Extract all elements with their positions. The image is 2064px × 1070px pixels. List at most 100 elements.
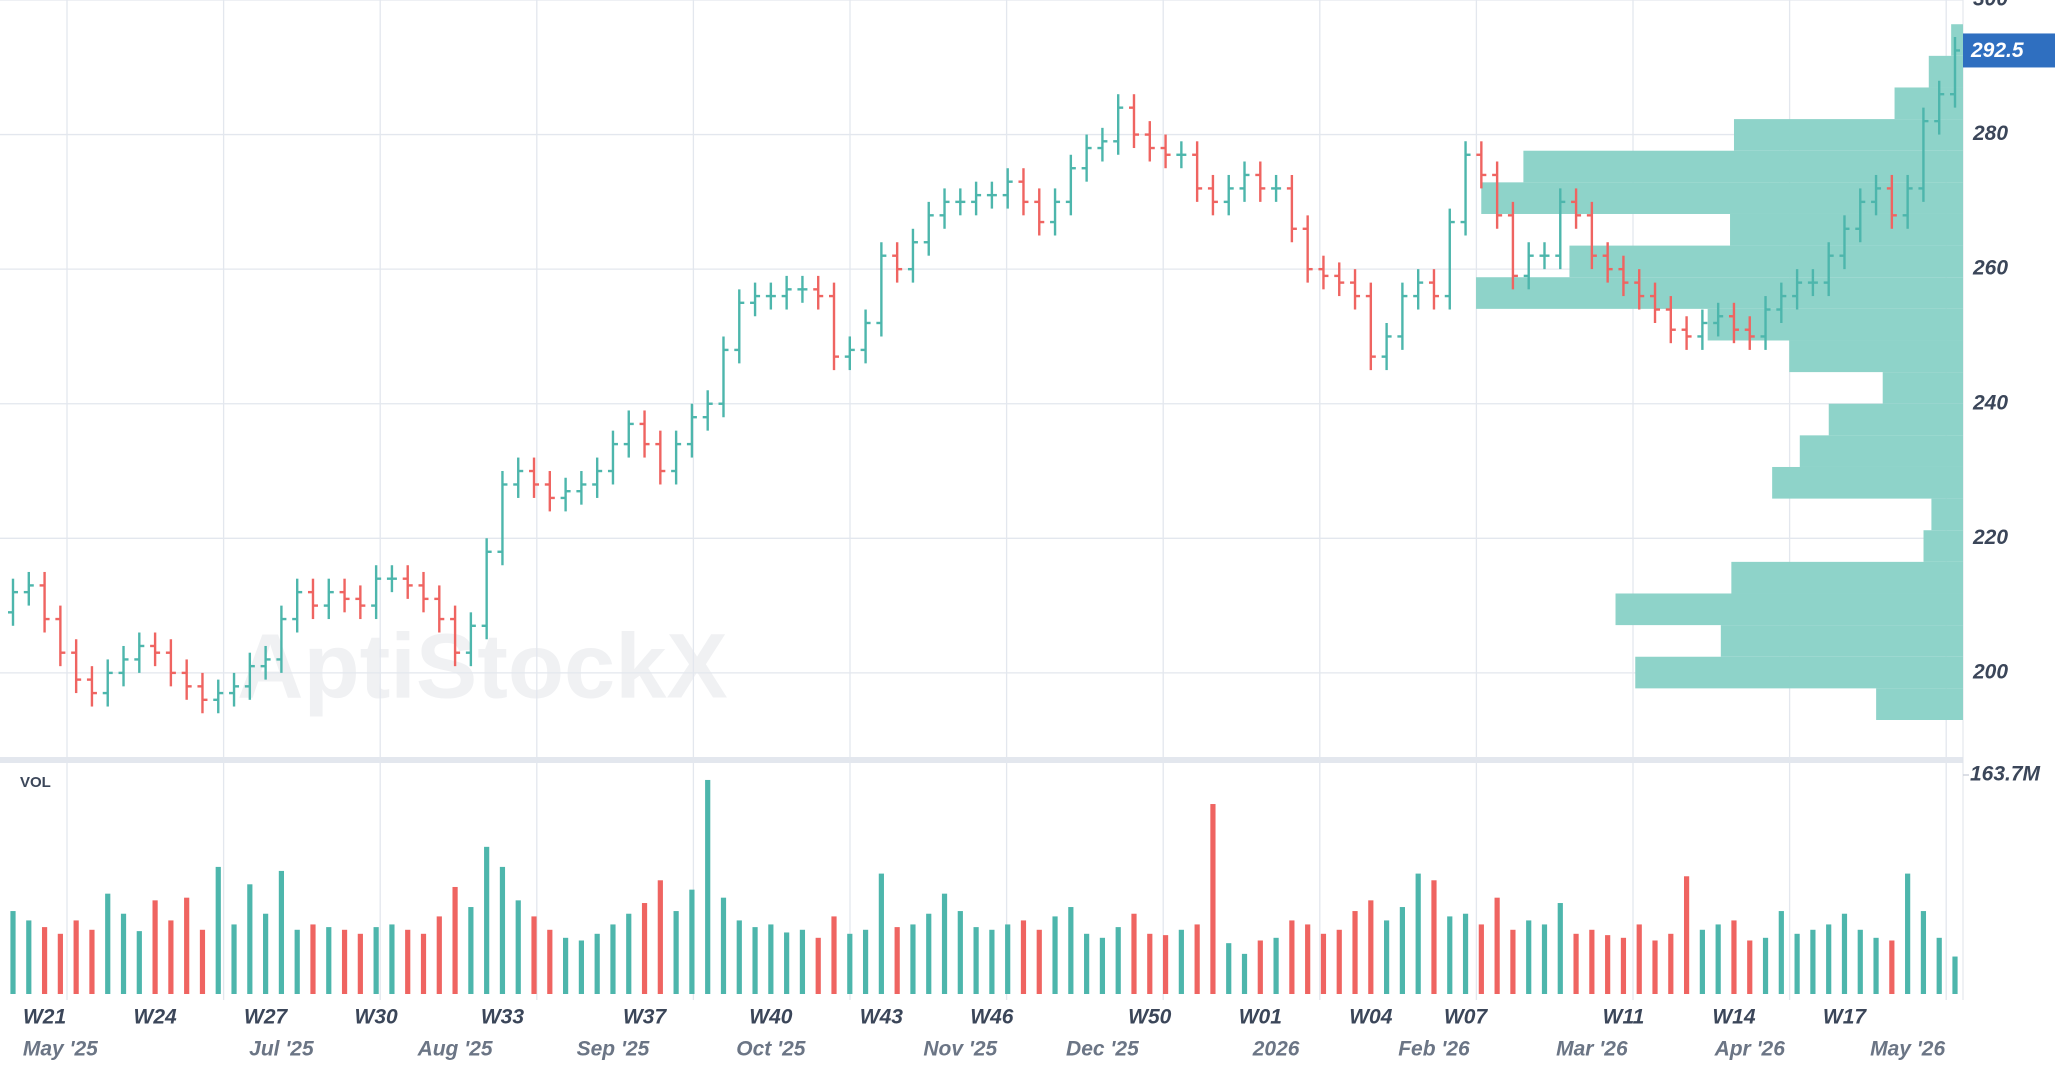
volume-bar: [1273, 937, 1279, 994]
volume-profile-bar: [1772, 466, 1963, 499]
volume-bar: [1099, 937, 1106, 994]
volume-bar: [1068, 907, 1074, 994]
volume-profile-bar: [1476, 277, 1963, 309]
volume-profile-bar: [1828, 403, 1963, 436]
volume-bar: [1352, 911, 1358, 994]
volume-bar: [1399, 907, 1405, 994]
volume-bar: [136, 931, 142, 994]
volume-bar: [1620, 937, 1627, 994]
volume-bar: [784, 932, 790, 994]
volume-bar: [1778, 911, 1784, 994]
volume-bar: [373, 927, 379, 994]
volume-bar: [1683, 876, 1690, 994]
month-label: Oct '25: [736, 1038, 806, 1061]
volume-profile-bar: [1569, 245, 1963, 278]
volume-bar: [420, 933, 427, 994]
volume-bar: [1084, 933, 1090, 994]
volume-bar: [768, 924, 774, 994]
volume-bar: [105, 893, 111, 994]
volume-bar: [1557, 903, 1563, 994]
volume-bar: [1415, 873, 1421, 994]
volume-bar: [357, 933, 363, 994]
volume-bar: [878, 873, 884, 994]
volume-bar: [89, 929, 95, 994]
month-label: Aug '25: [417, 1038, 493, 1061]
volume-bar: [515, 900, 521, 994]
volume-bar: [973, 927, 979, 994]
volume-profile-bar: [1731, 561, 1963, 594]
volume-bar: [1715, 924, 1721, 994]
month-label: May '26: [1870, 1038, 1945, 1061]
volume-bar: [1178, 929, 1184, 994]
volume-bar: [1762, 937, 1769, 994]
volume-bar: [1652, 940, 1658, 994]
volume-bar: [847, 933, 853, 994]
volume-profile-bar: [1523, 150, 1963, 183]
volume-bar: [1194, 924, 1200, 994]
volume-bar: [1526, 920, 1532, 994]
volume-bar: [862, 929, 869, 994]
volume-bar: [1447, 916, 1453, 994]
volume-bar: [989, 929, 995, 994]
volume-profile-bar: [1931, 498, 1963, 531]
volume-profile-bar: [1615, 593, 1963, 626]
volume-bar: [705, 779, 711, 994]
volume-bar: [1747, 940, 1753, 994]
volume-profile-bar: [1923, 530, 1963, 562]
x-tick-label: W21: [23, 1006, 66, 1029]
volume-bar: [926, 913, 932, 994]
last-price-label: 292.5: [1970, 39, 2024, 62]
volume-bar: [152, 900, 158, 994]
volume-bar: [278, 870, 285, 994]
volume-bar: [41, 927, 48, 994]
volume-bar: [594, 933, 600, 994]
volume-bar: [247, 884, 253, 994]
volume-bar: [326, 927, 332, 994]
x-tick-label: W30: [355, 1006, 399, 1029]
x-tick-label: W17: [1823, 1006, 1868, 1029]
volume-bar: [815, 937, 821, 994]
y-tick-label: 220: [1972, 526, 2008, 549]
volume-bar: [752, 927, 758, 994]
volume-bar: [499, 866, 506, 994]
volume-bar: [1826, 924, 1832, 994]
x-tick-label: W33: [481, 1006, 525, 1029]
volume-bar: [657, 880, 663, 994]
month-label: Sep '25: [577, 1038, 650, 1061]
volume-bar: [1494, 897, 1500, 994]
x-tick-label: W07: [1444, 1006, 1489, 1029]
volume-bar: [405, 929, 411, 994]
volume-profile-bar: [1876, 688, 1963, 720]
volume-bar: [215, 866, 221, 994]
x-tick-label: W27: [244, 1006, 289, 1029]
volume-bar: [1605, 935, 1611, 994]
volume-profile-bar: [1894, 87, 1963, 120]
volume-bar: [610, 924, 616, 994]
volume-bar: [1589, 929, 1595, 994]
x-tick-label: W01: [1239, 1006, 1282, 1029]
volume-profile-bar: [1882, 372, 1963, 404]
volume-profile-bar: [1720, 625, 1963, 657]
month-label: Mar '26: [1556, 1038, 1628, 1061]
volume-bar: [57, 933, 63, 994]
volume-bar: [1431, 880, 1437, 994]
volume-bar: [10, 911, 16, 994]
y-tick-label: 300: [1973, 0, 2008, 11]
volume-bar: [1384, 920, 1390, 994]
volume-bar: [1005, 924, 1011, 994]
volume-bar: [1052, 916, 1058, 994]
y-tick-label: 200: [1972, 660, 2008, 683]
volume-bar: [1841, 913, 1848, 994]
volume-bar: [310, 924, 316, 994]
volume-bar: [1115, 927, 1121, 994]
volume-bar: [531, 916, 537, 994]
x-tick-label: W46: [970, 1006, 1014, 1029]
volume-bar: [1336, 929, 1342, 994]
volume-bar: [341, 929, 348, 994]
volume-bar: [1162, 935, 1169, 994]
volume-bar: [689, 889, 695, 994]
volume-bar: [484, 846, 490, 994]
volume-profile-bar: [1799, 435, 1963, 467]
volume-bar: [799, 929, 806, 994]
